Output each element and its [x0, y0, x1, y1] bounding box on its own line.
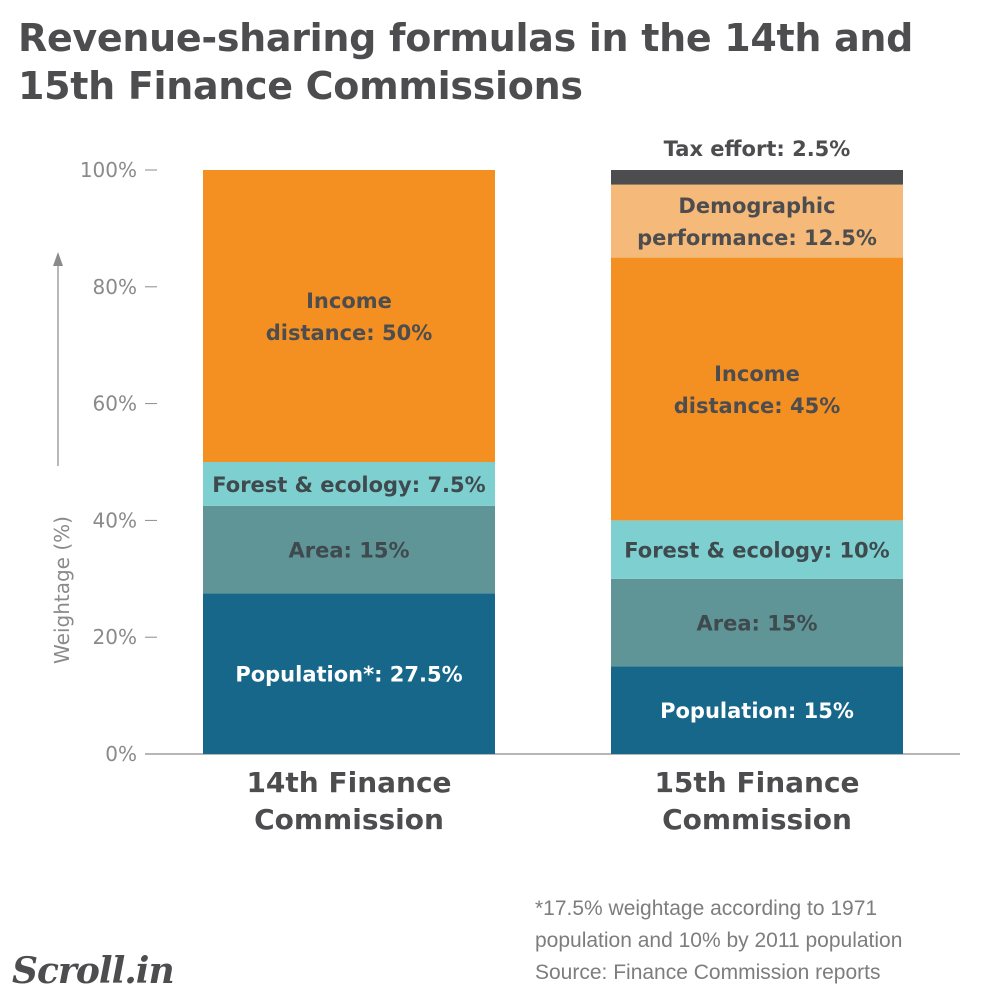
bar-segment-income-distance: [203, 170, 495, 462]
category-label: 15th Finance: [654, 766, 859, 799]
y-tick-label: 60%: [93, 392, 137, 416]
segment-label: Area: 15%: [697, 612, 818, 636]
bar-segment-income-distance: [611, 257, 903, 521]
segment-label: Area: 15%: [289, 539, 410, 563]
y-tick-label: 0%: [105, 742, 137, 766]
y-tick-label: 40%: [93, 508, 137, 532]
segment-label: Population: 15%: [660, 699, 854, 723]
footnote-line-1: *17.5% weightage according to 1971: [535, 897, 878, 920]
category-labels: 14th Finance Commission 15th Finance Commis…: [246, 766, 859, 836]
bar-segment-tax-effort: [611, 170, 903, 185]
segment-label: Forest & ecology: 7.5%: [212, 473, 485, 497]
category-label: Commission: [254, 803, 444, 836]
y-axis-arrow-icon: [53, 252, 63, 266]
bar-segment-population: [203, 593, 495, 754]
footnote-line-2: population and 10% by 2011 population: [535, 929, 903, 952]
bar-segment-population: [611, 666, 903, 754]
segment-label: Income: [306, 289, 392, 313]
chart-title-line-2: 15th Finance Commissions: [18, 64, 583, 108]
bar-segment-forest-ecology: [203, 462, 495, 506]
chart-title: Revenue-sharing formulas in the 14th and…: [18, 14, 978, 110]
source-note: Source: Finance Commission reports: [535, 961, 881, 984]
y-tick-label: 100%: [80, 158, 137, 182]
chart-title-line-1: Revenue-sharing formulas in the 14th and: [18, 16, 914, 60]
segment-label: Population*: 27.5%: [235, 663, 462, 687]
y-tick-label: 20%: [93, 625, 137, 649]
segment-label: Demographic: [678, 194, 835, 218]
bars: Population*: 27.5% Area: 15% Forest & ecol…: [203, 137, 903, 754]
y-tick-label: 80%: [93, 275, 137, 299]
category-label: Commission: [662, 803, 852, 836]
segment-label: Forest & ecology: 10%: [624, 539, 889, 563]
segment-label: performance: 12.5%: [637, 226, 877, 250]
bar-segment-demographic-performance: [611, 184, 903, 258]
segment-label: Income: [714, 362, 800, 386]
category-label: 14th Finance: [246, 766, 451, 799]
y-axis-title: Weightage (%): [50, 516, 74, 664]
scroll-logo: Scroll.in: [12, 950, 175, 992]
bar-segment-area: [203, 505, 495, 594]
segment-label: Tax effort: 2.5%: [664, 137, 851, 161]
bar-segment-area: [611, 578, 903, 667]
segment-label: distance: 50%: [266, 321, 433, 345]
bar-segment-forest-ecology: [611, 520, 903, 579]
footnote: *17.5% weightage according to 1971 popul…: [535, 893, 995, 989]
segment-label: distance: 45%: [674, 394, 841, 418]
